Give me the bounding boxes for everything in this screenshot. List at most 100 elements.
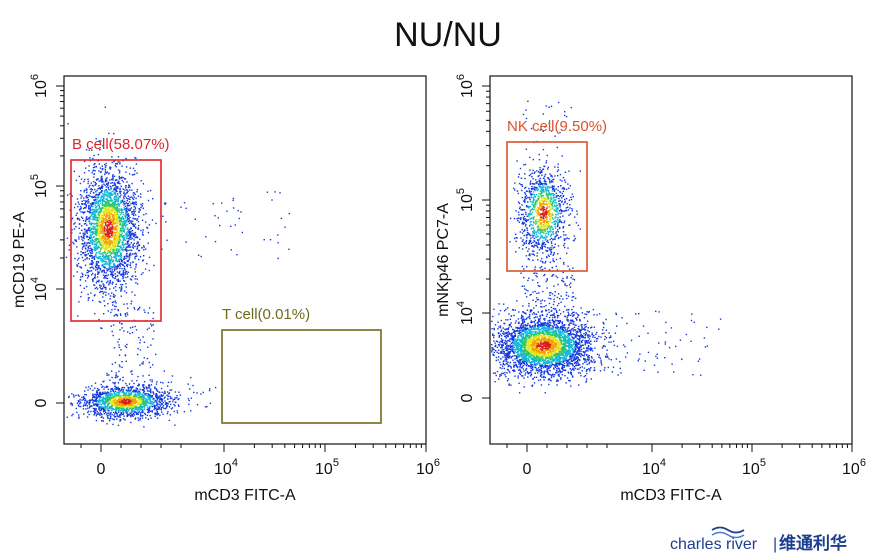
transition-event — [119, 322, 121, 324]
negative-population-event — [160, 398, 162, 400]
b-cell-population-event — [75, 179, 78, 182]
negative-population-event — [159, 414, 161, 417]
negative-population-event — [84, 398, 86, 400]
b-cell-population-event — [105, 294, 107, 296]
negative-population-event — [100, 407, 102, 409]
negative-population-event — [137, 400, 139, 402]
b-cell-population-event — [103, 263, 105, 265]
negative-population-event — [116, 399, 118, 402]
b-cell-population-event — [100, 257, 102, 260]
negative-population-event — [132, 405, 135, 408]
b-cell-population-event — [103, 225, 105, 227]
b-cell-population-event — [127, 202, 129, 205]
nk-cell-population-event — [546, 240, 548, 243]
b-cell-population-event — [105, 241, 108, 243]
b-cell-population-event — [123, 237, 125, 239]
b-cell-population-event — [113, 132, 115, 135]
b-cell-population-event — [89, 230, 92, 232]
b-cell-population-event — [98, 265, 100, 267]
b-cell-population-event — [104, 241, 106, 244]
b-cell-population-event — [121, 225, 123, 228]
b-cell-population-event — [112, 174, 114, 176]
b-cell-population-event — [95, 210, 97, 213]
negative-population-event — [122, 412, 125, 414]
b-cell-population-event — [117, 240, 119, 242]
negative-population-event — [110, 404, 113, 407]
b-cell-population-event — [133, 233, 136, 235]
b-cell-population-event — [109, 191, 111, 194]
nk-cell-population-event — [562, 203, 565, 205]
negative-population-event — [78, 401, 80, 403]
nk-cell-population-event — [533, 229, 535, 232]
nk-cell-population-event — [518, 207, 521, 210]
b-cell-population-event — [97, 231, 99, 234]
negative-population-event — [93, 404, 95, 406]
b-cell-population-event — [126, 235, 129, 237]
negative-population-event — [147, 398, 150, 400]
negative-population-event — [105, 392, 108, 394]
nk-cell-population-event — [550, 225, 552, 227]
nk-cell-population-event — [535, 242, 537, 244]
b-cell-population-event — [110, 199, 112, 201]
nk-cell-population-event — [516, 190, 519, 192]
b-cell-population-event — [65, 256, 68, 258]
b-cell-population-event — [115, 239, 118, 242]
negative-population-event — [155, 409, 158, 411]
negative-population-event — [110, 397, 113, 399]
b-cell-population-event — [95, 216, 97, 218]
b-cell-population-event — [99, 225, 101, 228]
nk-cell-population-event — [558, 212, 560, 214]
b-cell-population-event — [112, 210, 114, 212]
transition-event — [112, 382, 114, 384]
b-cell-population-event — [101, 221, 103, 223]
negative-population-event — [132, 395, 134, 398]
b-cell-population-event — [92, 215, 94, 218]
b-cell-population-event — [140, 196, 142, 198]
b-cell-population-event — [155, 222, 157, 225]
b-cell-population-event — [125, 166, 128, 168]
b-cell-population-event — [125, 187, 127, 189]
b-cell-population-event — [114, 308, 116, 310]
b-cell-population-event — [109, 240, 111, 243]
negative-population-event — [118, 401, 120, 403]
gate-t-cell[interactable] — [221, 329, 382, 424]
b-cell-population-event — [119, 247, 122, 249]
negative-population-event — [152, 403, 154, 405]
b-cell-population-event — [124, 262, 127, 264]
b-cell-population-event — [92, 210, 94, 212]
b-cell-population-event — [125, 157, 127, 160]
negative-population-event — [114, 376, 116, 379]
b-cell-population-event — [146, 263, 148, 265]
b-cell-population-event — [115, 237, 118, 239]
b-cell-population-event — [93, 163, 95, 166]
negative-population-event — [148, 385, 151, 387]
negative-population-event — [146, 402, 149, 404]
b-cell-population-event — [118, 242, 120, 244]
transition-event — [124, 345, 127, 347]
nk-cell-population-event — [546, 228, 548, 231]
b-cell-population-event — [105, 224, 107, 227]
gate-b-cell[interactable] — [70, 159, 162, 322]
negative-population-event — [159, 401, 162, 403]
nk-cell-population-event — [521, 223, 523, 225]
b-cell-population-event — [134, 252, 137, 254]
b-cell-population-event — [116, 229, 118, 231]
negative-population-event — [110, 399, 112, 401]
b-cell-population-event — [111, 218, 113, 221]
b-cell-population-event — [129, 196, 131, 198]
b-cell-population-event — [136, 219, 138, 221]
negative-population-event — [163, 407, 165, 410]
negative-population-event — [177, 398, 179, 401]
negative-population-event — [132, 415, 134, 417]
negative-population-event — [103, 388, 105, 390]
negative-population-event — [143, 406, 145, 408]
nk-cell-population-event — [551, 245, 553, 247]
negative-population-event — [106, 405, 108, 407]
negative-population-event — [154, 387, 156, 389]
b-cell-population-event — [93, 173, 95, 176]
b-cell-population-event — [127, 243, 129, 245]
b-cell-population-event — [101, 207, 103, 209]
nk-cell-population-event — [566, 203, 568, 205]
b-cell-population-event — [122, 177, 124, 179]
negative-population-event — [116, 396, 118, 398]
